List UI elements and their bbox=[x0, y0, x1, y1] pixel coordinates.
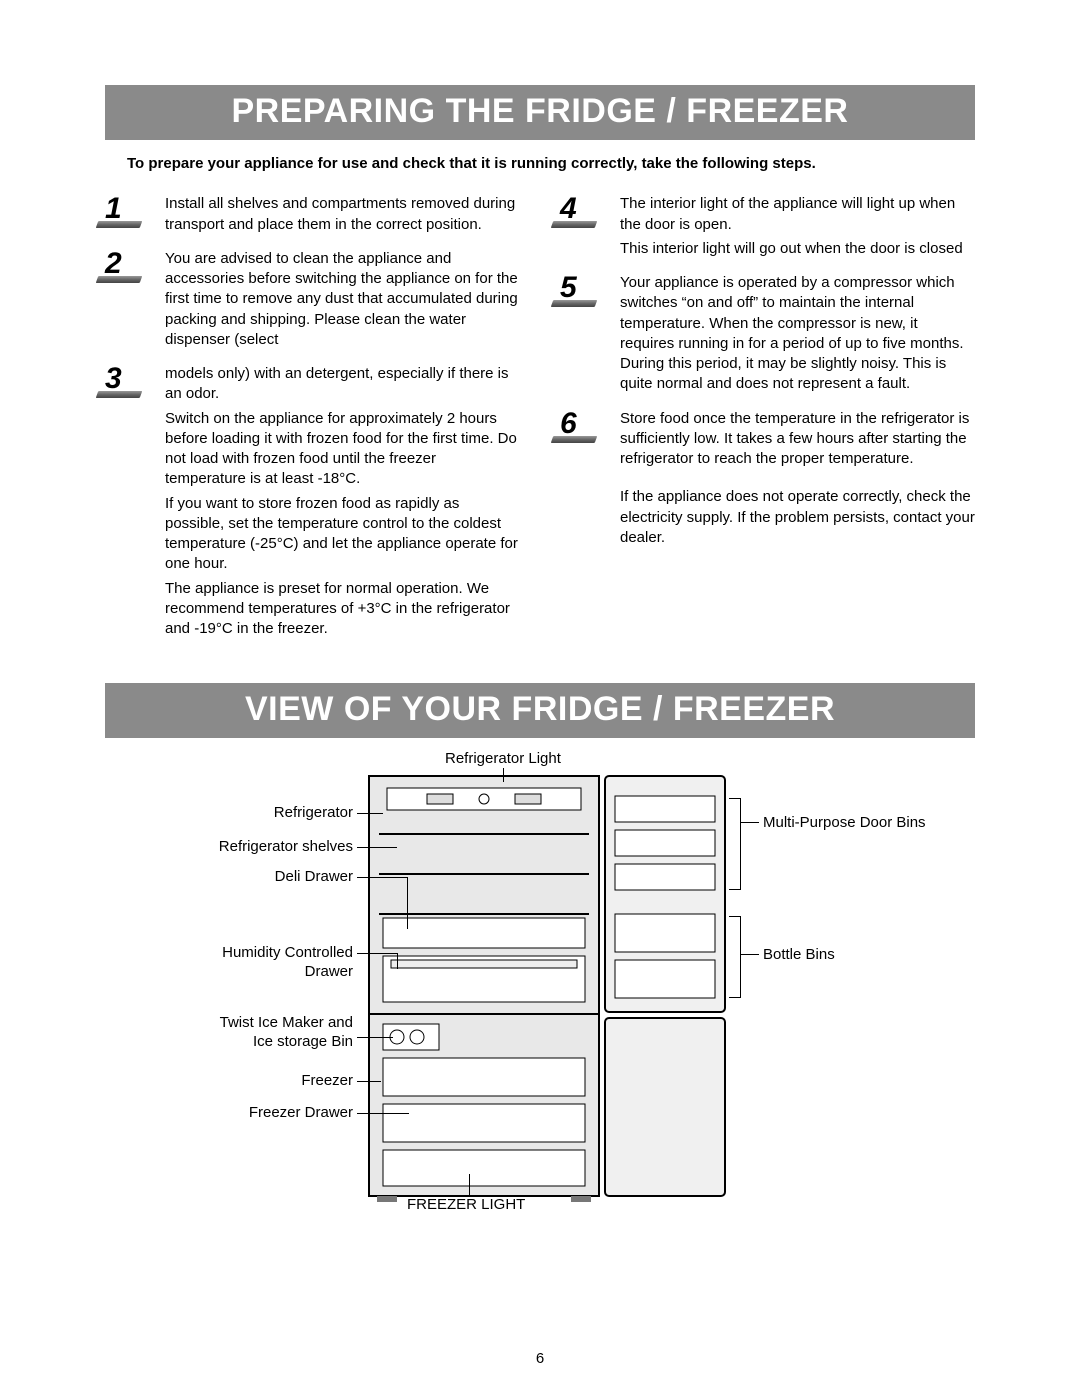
step-number: 3 bbox=[105, 364, 145, 394]
label-refrigerator-light: Refrigerator Light bbox=[445, 750, 561, 769]
step-paragraph: Your appliance is operated by a compress… bbox=[620, 273, 975, 395]
steps-container: 1 Install all shelves and compartments r… bbox=[105, 194, 975, 653]
label-refrigerator-shelves: Refrigerator shelves bbox=[219, 838, 353, 857]
section-heading-view: VIEW OF YOUR FRIDGE / FREEZER bbox=[105, 683, 975, 738]
steps-column-left: 1 Install all shelves and compartments r… bbox=[105, 194, 520, 653]
label-humidity-drawer: Humidity Controlled Drawer bbox=[222, 944, 353, 982]
step-paragraph: The interior light of the appliance will… bbox=[620, 194, 975, 235]
step-text: models only) with an detergent, especial… bbox=[165, 364, 520, 643]
leader bbox=[469, 1174, 470, 1196]
step-number: 2 bbox=[105, 249, 145, 279]
leader bbox=[357, 847, 397, 848]
label-freezer-drawer: Freezer Drawer bbox=[249, 1104, 353, 1123]
leader bbox=[357, 877, 407, 878]
step-2: 2 You are advised to clean the appliance… bbox=[105, 249, 520, 354]
bracket bbox=[729, 798, 741, 890]
note-text: If the appliance does not operate correc… bbox=[620, 487, 975, 548]
step-text: Store food once the temperature in the r… bbox=[620, 409, 975, 474]
leader bbox=[357, 1081, 381, 1082]
section-heading-preparing: PREPARING THE FRIDGE / FREEZER bbox=[105, 85, 975, 140]
label-door-bins: Multi-Purpose Door Bins bbox=[763, 814, 926, 833]
leader bbox=[503, 768, 504, 782]
step-text: The interior light of the appliance will… bbox=[620, 194, 975, 263]
page-number: 6 bbox=[536, 1350, 544, 1367]
leader bbox=[407, 877, 408, 929]
step-number: 4 bbox=[560, 194, 600, 224]
leader bbox=[357, 953, 397, 954]
fridge-svg bbox=[367, 774, 737, 1204]
step-text: Your appliance is operated by a compress… bbox=[620, 273, 975, 399]
leader bbox=[357, 1113, 409, 1114]
intro-text: To prepare your appliance for use and ch… bbox=[127, 154, 975, 174]
step-paragraph: You are advised to clean the appliance a… bbox=[165, 249, 520, 350]
step-text: You are advised to clean the appliance a… bbox=[165, 249, 520, 354]
step-text: Install all shelves and compartments rem… bbox=[165, 194, 520, 239]
steps-column-right: 4 The interior light of the appliance wi… bbox=[560, 194, 975, 653]
leader bbox=[397, 953, 398, 969]
step-paragraph: This interior light will go out when the… bbox=[620, 239, 975, 259]
step-6: 6 Store food once the temperature in the… bbox=[560, 409, 975, 474]
step-paragraph: Install all shelves and compartments rem… bbox=[165, 194, 520, 235]
leader bbox=[357, 1037, 393, 1038]
step-number: 1 bbox=[105, 194, 145, 224]
leader bbox=[741, 954, 759, 955]
step-paragraph: Switch on the appliance for approximatel… bbox=[165, 409, 520, 490]
label-bottle-bins: Bottle Bins bbox=[763, 946, 835, 965]
label-freezer-light: FREEZER LIGHT bbox=[407, 1196, 525, 1215]
leader bbox=[357, 813, 383, 814]
label-ice-maker: Twist Ice Maker and Ice storage Bin bbox=[220, 1014, 353, 1052]
fridge-diagram: Refrigerator Light Refrigerator Refriger… bbox=[105, 756, 975, 1236]
leader bbox=[741, 822, 759, 823]
label-freezer: Freezer bbox=[301, 1072, 353, 1091]
step-paragraph: Store food once the temperature in the r… bbox=[620, 409, 975, 470]
step-3: 3 models only) with an detergent, especi… bbox=[105, 364, 520, 643]
step-5: 5 Your appliance is operated by a compre… bbox=[560, 273, 975, 399]
label-refrigerator: Refrigerator bbox=[274, 804, 353, 823]
label-deli-drawer: Deli Drawer bbox=[275, 868, 353, 887]
step-number: 5 bbox=[560, 273, 600, 303]
step-paragraph: The appliance is preset for normal opera… bbox=[165, 579, 520, 640]
step-1: 1 Install all shelves and compartments r… bbox=[105, 194, 520, 239]
step-4: 4 The interior light of the appliance wi… bbox=[560, 194, 975, 263]
step-number: 6 bbox=[560, 409, 600, 439]
step-paragraph: If you want to store frozen food as rapi… bbox=[165, 494, 520, 575]
step-paragraph: models only) with an detergent, especial… bbox=[165, 364, 520, 405]
bracket bbox=[729, 916, 741, 998]
